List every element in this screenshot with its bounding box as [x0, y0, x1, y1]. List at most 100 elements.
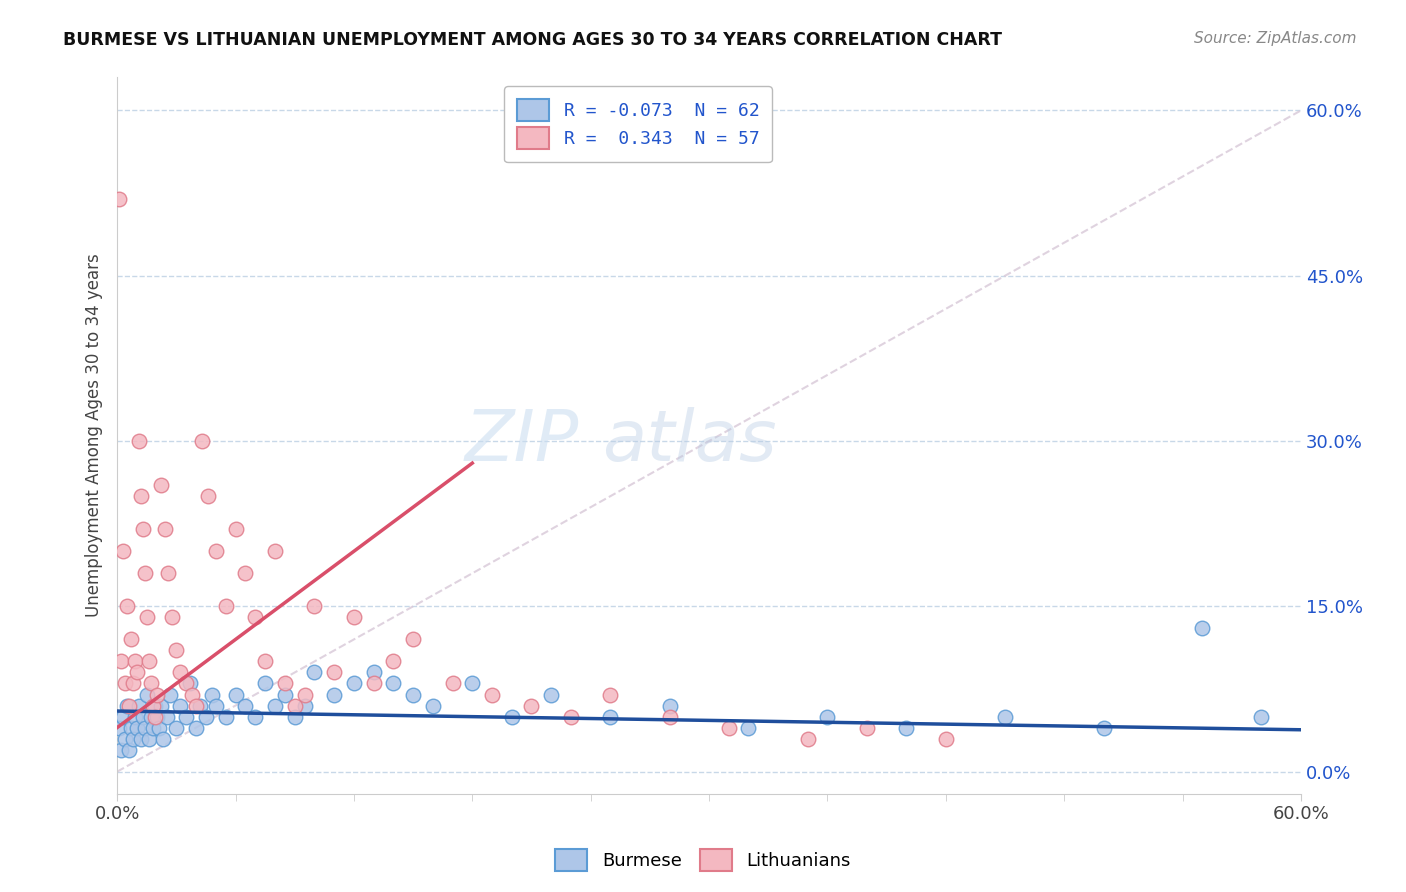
Point [294, 698, 316, 713]
Point [294, 688, 316, 702]
Point [245, 610, 267, 624]
Point [181, 688, 204, 702]
Point [110, 742, 132, 756]
Point [134, 566, 156, 581]
Point [174, 676, 197, 690]
Point [254, 655, 277, 669]
Point [274, 676, 297, 690]
Point [481, 688, 503, 702]
Point [112, 709, 135, 723]
Point [994, 709, 1017, 723]
Point [124, 709, 146, 723]
Point [184, 698, 207, 713]
Point [363, 676, 385, 690]
Point [184, 721, 207, 735]
Point [896, 721, 918, 735]
Point [540, 688, 562, 702]
Point [225, 688, 247, 702]
Point [363, 665, 385, 680]
Point [194, 709, 217, 723]
Point [135, 610, 157, 624]
Point [1092, 721, 1115, 735]
Point [205, 544, 228, 558]
Point [201, 688, 224, 702]
Point [138, 731, 160, 746]
Point [108, 721, 131, 735]
Point [254, 676, 277, 690]
Point [304, 599, 326, 614]
Point [148, 721, 170, 735]
Point [1191, 621, 1213, 635]
Point [122, 676, 145, 690]
Point [402, 688, 425, 702]
Point [343, 610, 366, 624]
Point [815, 709, 838, 723]
Point [304, 665, 326, 680]
Point [108, 192, 131, 206]
Point [125, 665, 148, 680]
Point [599, 709, 621, 723]
Point [149, 478, 172, 492]
Point [125, 721, 148, 735]
Point [225, 522, 247, 536]
Point [155, 709, 177, 723]
Point [856, 721, 879, 735]
Point [402, 632, 425, 647]
Point [174, 709, 197, 723]
Point [560, 709, 582, 723]
Point [323, 688, 346, 702]
Point [284, 698, 307, 713]
Point [501, 709, 523, 723]
Point [145, 709, 167, 723]
Point [129, 489, 152, 503]
Point [135, 688, 157, 702]
Point [152, 731, 174, 746]
Point [149, 698, 172, 713]
Point [128, 434, 150, 448]
Point [124, 655, 146, 669]
Point [215, 709, 238, 723]
Point [115, 698, 138, 713]
Point [129, 731, 152, 746]
Point [143, 698, 166, 713]
Point [128, 698, 150, 713]
Point [110, 655, 132, 669]
Point [157, 566, 180, 581]
Text: BURMESE VS LITHUANIAN UNEMPLOYMENT AMONG AGES 30 TO 34 YEARS CORRELATION CHART: BURMESE VS LITHUANIAN UNEMPLOYMENT AMONG… [63, 31, 1002, 49]
Point [132, 709, 155, 723]
Point [796, 731, 818, 746]
Point [162, 610, 184, 624]
Point [143, 709, 166, 723]
Point [132, 522, 155, 536]
Point [264, 544, 287, 558]
Point [139, 676, 162, 690]
Legend: Burmese, Lithuanians: Burmese, Lithuanians [548, 842, 858, 879]
Point [274, 688, 297, 702]
Point [120, 632, 142, 647]
Point [422, 698, 444, 713]
Point [382, 655, 405, 669]
Point [284, 709, 307, 723]
Point [188, 698, 211, 713]
Point [134, 721, 156, 735]
Point [461, 676, 484, 690]
Point [323, 665, 346, 680]
Point [441, 676, 464, 690]
Point [169, 698, 191, 713]
Text: atlas: atlas [603, 407, 778, 475]
Point [142, 698, 165, 713]
Point [235, 698, 257, 713]
Point [264, 698, 287, 713]
Point [235, 566, 257, 581]
Point [658, 698, 681, 713]
Point [114, 731, 136, 746]
Point [159, 688, 181, 702]
Point [520, 698, 543, 713]
Point [245, 709, 267, 723]
Point [197, 489, 219, 503]
Point [935, 731, 957, 746]
Point [215, 599, 238, 614]
Point [165, 643, 187, 657]
Point [153, 522, 176, 536]
Point [112, 544, 135, 558]
